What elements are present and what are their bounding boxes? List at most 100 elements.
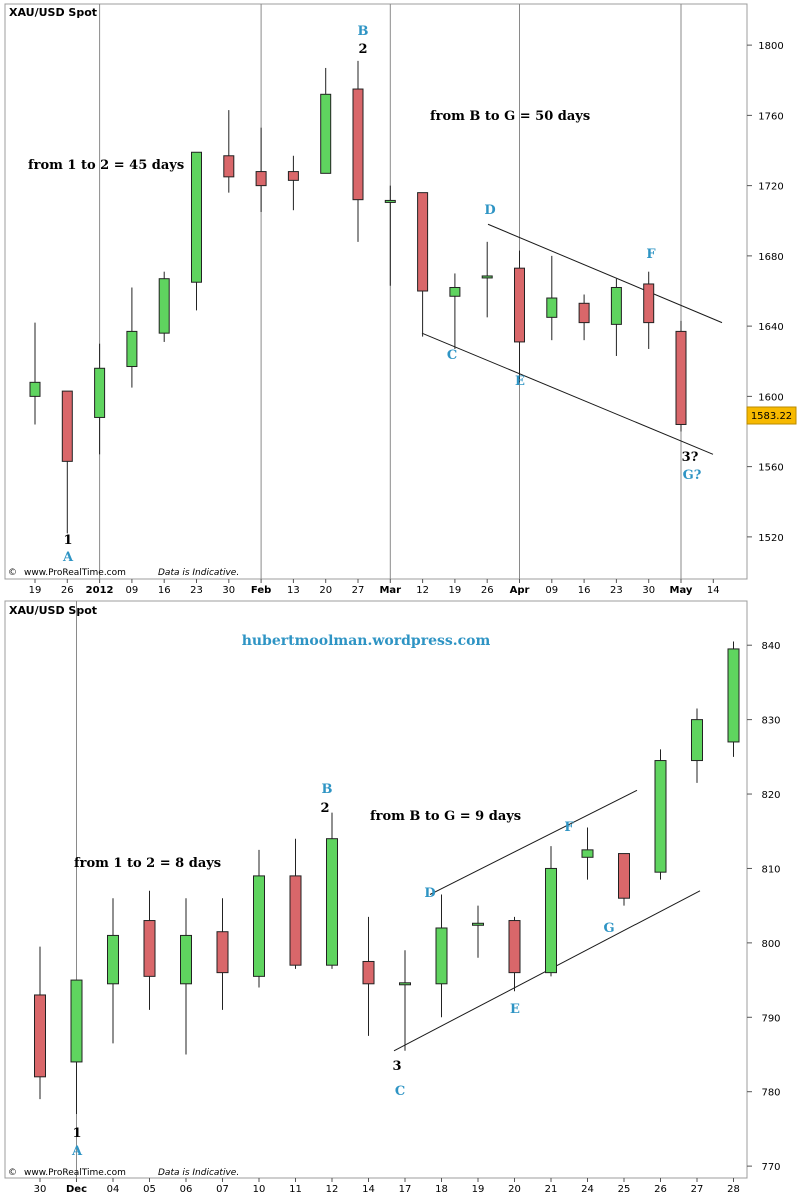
x-tick-label: 14 xyxy=(707,585,720,596)
x-tick-label: Feb xyxy=(251,585,271,596)
y-tick-label: 1760 xyxy=(758,111,783,122)
candle-body-down xyxy=(223,155,235,178)
wave-label-b: B xyxy=(322,782,333,797)
candle xyxy=(654,749,667,880)
candle xyxy=(449,273,461,349)
candle xyxy=(610,278,622,356)
price-tag-value: 1583.22 xyxy=(751,411,792,422)
candle-body-down xyxy=(618,853,630,899)
candle-body-up xyxy=(691,719,703,762)
candle xyxy=(546,255,558,341)
wave-label-a: A xyxy=(62,550,74,565)
candle xyxy=(691,708,703,783)
x-tick-label: Apr xyxy=(510,585,530,596)
candle-body-up xyxy=(94,367,106,418)
y-tick-label: 810 xyxy=(761,864,780,875)
candle xyxy=(255,127,267,212)
y-tick-label: 820 xyxy=(761,790,780,801)
candle xyxy=(435,894,448,1018)
x-tick-label: 17 xyxy=(399,1184,412,1195)
annotation-from-1-to-2: from 1 to 2 = 45 days xyxy=(28,158,184,173)
candle-body-up xyxy=(654,760,667,873)
candle-body-down xyxy=(61,390,73,462)
x-tick-label: 2012 xyxy=(86,585,114,596)
candle-body-up xyxy=(253,875,265,977)
x-tick-label: 12 xyxy=(326,1184,339,1195)
x-tick-label: 30 xyxy=(642,585,655,596)
candle-body-down xyxy=(34,994,46,1078)
candle xyxy=(143,890,156,1010)
wave-label-b: B xyxy=(358,24,369,39)
candle-body-up xyxy=(320,93,332,174)
price-tag: 1583.22 xyxy=(746,406,797,425)
candle xyxy=(94,343,106,455)
candle-body-up xyxy=(384,199,396,203)
candle xyxy=(727,641,740,757)
y-tick-label: 1640 xyxy=(758,322,783,333)
wave-label-f: F xyxy=(564,820,574,835)
candle xyxy=(29,322,41,425)
x-tick-label: 20 xyxy=(319,585,332,596)
candle-body-up xyxy=(610,286,622,325)
candle xyxy=(643,271,655,349)
y-tick-label: 1520 xyxy=(758,533,783,544)
chart-bottom-xauusd-daily: 770 780 790 800 810 820 830 840 30 Dec 04 05 06 07 10… xyxy=(4,600,781,1195)
wave-label-2: 2 xyxy=(320,801,329,816)
footer-note: Data is Indicative. xyxy=(158,568,239,578)
x-tick-label: 09 xyxy=(545,585,558,596)
candle xyxy=(618,853,630,906)
y-tick-label: 800 xyxy=(761,939,780,950)
chart-subtitle: hubertmoolman.wordpress.com xyxy=(242,633,491,649)
y-tick-label: 1720 xyxy=(758,182,783,193)
candle xyxy=(191,151,202,311)
x-tick-label: 24 xyxy=(581,1184,594,1195)
y-tick-label: 790 xyxy=(761,1013,780,1024)
candle xyxy=(545,846,557,977)
y-tick-label: 1560 xyxy=(758,463,783,474)
candle-body-up xyxy=(545,867,557,974)
wave-label-f: F xyxy=(646,247,656,262)
x-tick-label: 06 xyxy=(180,1184,193,1195)
x-tick-label: 09 xyxy=(126,585,139,596)
candle xyxy=(223,110,235,193)
x-tick-label: 07 xyxy=(216,1184,229,1195)
x-tick-label: 14 xyxy=(362,1184,375,1195)
wave-label-c: C xyxy=(447,348,457,363)
x-tick-label: May xyxy=(670,585,693,596)
candle-body-up xyxy=(546,297,558,318)
candle-body-up xyxy=(29,381,41,397)
candle-body-down xyxy=(362,960,375,985)
candle-body-up xyxy=(727,648,740,743)
candle-body-down xyxy=(643,283,655,324)
x-tick-label: 26 xyxy=(654,1184,667,1195)
x-tick-label: Mar xyxy=(379,585,401,596)
x-tick-label: 26 xyxy=(481,585,494,596)
footer-logo: © xyxy=(8,1168,17,1178)
y-tick-label: 1800 xyxy=(758,41,783,52)
candle-body-down xyxy=(143,920,156,977)
candle xyxy=(481,241,493,318)
x-tick-label: 19 xyxy=(449,585,462,596)
trend-line xyxy=(487,223,723,324)
annotation-from-b-to-g: from B to G = 9 days xyxy=(370,809,521,824)
y-tick-label: 840 xyxy=(761,641,780,652)
x-tick-label: 30 xyxy=(34,1184,47,1195)
candle-body-down xyxy=(352,88,364,201)
x-tick-label: 25 xyxy=(618,1184,631,1195)
candle-body-up xyxy=(435,927,448,985)
x-tick-label: 16 xyxy=(158,585,171,596)
footer-site[interactable]: www.ProRealTime.com xyxy=(24,568,126,578)
footer-site[interactable]: www.ProRealTime.com xyxy=(24,1168,126,1178)
annotation-from-b-to-g: from B to G = 50 days xyxy=(430,109,590,124)
candle-body-up xyxy=(191,151,202,283)
candle-body-down xyxy=(417,192,429,292)
candle-body-up xyxy=(581,849,594,858)
candle xyxy=(126,287,138,388)
candle-body-up xyxy=(126,330,138,368)
candle xyxy=(289,838,302,969)
candle xyxy=(216,898,229,1010)
wave-label-gq: G? xyxy=(683,468,702,483)
candle xyxy=(253,849,265,988)
candle-body-up xyxy=(70,979,83,1063)
